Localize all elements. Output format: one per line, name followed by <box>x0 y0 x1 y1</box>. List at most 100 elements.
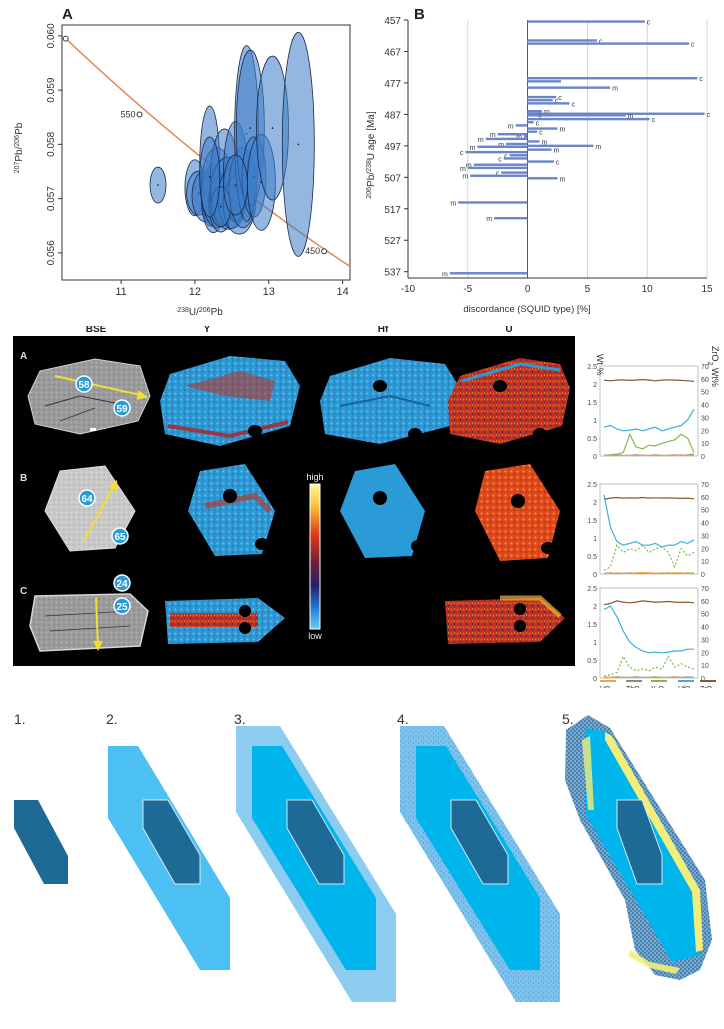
profile-left-tick: 1 <box>593 640 597 647</box>
concordia-ellipses <box>150 32 314 256</box>
discordance-bar <box>528 80 561 82</box>
discordance-ytick-label: 477 <box>384 79 401 90</box>
concordia-xlabel: 238U/206Pb <box>177 307 223 319</box>
profile-legend: UO3ThO2Y2O3HfO2ZrO2 <box>600 681 716 688</box>
concordia-ylabel: 207Pb/206Pb <box>14 122 26 173</box>
profile-right-tick: 0 <box>701 454 705 461</box>
discordance-bar <box>528 145 594 147</box>
discordance-bar <box>498 133 528 135</box>
concordia-ellipse-center <box>209 176 211 178</box>
profile-right-tick: 50 <box>701 612 709 619</box>
concordia-ytick-label: 0.060 <box>46 23 57 48</box>
profile-right-tick: 20 <box>701 546 709 553</box>
stage-label-2: 2. <box>106 711 118 727</box>
profile-legend-label: ThO2 <box>626 686 643 688</box>
spot-label-65: 65 <box>114 532 126 543</box>
discordance-bar <box>528 130 538 132</box>
discordance-bar-label: m <box>442 271 448 278</box>
header-u: U <box>505 326 512 335</box>
stage-5-crystal <box>565 715 712 980</box>
concordia-ytick-label: 0.057 <box>46 186 57 211</box>
discordance-bar-label: c <box>707 112 711 119</box>
discordance-bar <box>528 118 650 120</box>
discordance-bar-label: m <box>450 200 456 207</box>
discordance-bar <box>528 42 689 44</box>
profile-right-tick: 10 <box>701 441 709 448</box>
profile-right-tick: 60 <box>701 377 709 384</box>
discordance-bar <box>486 138 528 140</box>
colorbar-low-label: low <box>308 631 322 641</box>
spot-label-25: 25 <box>116 602 128 613</box>
discordance-bar <box>528 140 540 142</box>
profile-legend-label: UO3 <box>600 686 614 688</box>
discordance-bar-label: c <box>558 95 562 102</box>
profile-left-tick: 1 <box>593 418 597 425</box>
profile-charts: 2.521.510.507060504030201002.521.510.507… <box>587 364 709 683</box>
profile-legend-label: HfO2 <box>678 686 693 688</box>
discordance-ylabel: 206Pb/238U age [Ma] <box>366 111 378 199</box>
discordance-bar <box>468 167 528 169</box>
discordance-bar <box>528 121 534 123</box>
profile-left-tick: 2.5 <box>587 586 597 593</box>
profile-left-tick: 2 <box>593 604 597 611</box>
discordance-bar <box>510 154 528 156</box>
discordance-bar <box>528 148 552 150</box>
profile-right-tick: 30 <box>701 533 709 540</box>
discordance-bar-label: c <box>652 117 656 124</box>
discordance-ytick-label: 487 <box>384 110 401 121</box>
profile-line <box>604 455 694 456</box>
discordance-ytick-label: 537 <box>384 268 401 279</box>
discordance-bar-label: m <box>508 123 514 130</box>
profile-right-tick: 30 <box>701 637 709 644</box>
profile-right-tick: 60 <box>701 495 709 502</box>
discordance-bar <box>528 96 557 98</box>
profile-left-axis-label: Wt % <box>595 354 605 376</box>
element-maps-figure: BSE Y Hf U A B C 58 59 <box>0 326 724 688</box>
spot-label-59: 59 <box>116 404 128 415</box>
profile-right-tick: 60 <box>701 599 709 606</box>
profile-right-tick: 70 <box>701 586 709 593</box>
profile-right-tick: 50 <box>701 390 709 397</box>
concordia-age-label: 450 <box>305 246 320 256</box>
profile-left-tick: 1.5 <box>587 622 597 629</box>
discordance-bar-label: m <box>554 148 560 155</box>
discordance-bar-label: c <box>539 130 543 137</box>
discordance-bar <box>516 124 528 126</box>
discordance-bar-label: m <box>560 176 566 183</box>
discordance-xtick-label: -5 <box>463 284 472 295</box>
profile-left-tick: 1.5 <box>587 518 597 525</box>
concordia-xtick-label: 12 <box>189 286 201 298</box>
discordance-bar <box>528 99 553 101</box>
concordia-ellipse-center <box>220 206 222 208</box>
stage-label-3: 3. <box>234 711 246 727</box>
discordance-xtick-label: 10 <box>642 284 654 295</box>
discordance-bar-label: c <box>647 20 651 27</box>
profile-line <box>604 573 694 574</box>
discordance-bar-label: m <box>470 145 476 152</box>
discordance-bar-label: c <box>536 120 540 127</box>
header-bse: BSE <box>86 326 107 335</box>
profile-right-tick: 70 <box>701 482 709 489</box>
discordance-bar <box>528 114 626 116</box>
concordia-age-label: 550 <box>121 110 136 120</box>
concordia-age-tick <box>137 112 142 117</box>
profile-left-tick: 1.5 <box>587 400 597 407</box>
discordance-bar <box>458 201 527 203</box>
discordance-bar-label: c <box>699 76 703 83</box>
discordance-bar-label: c <box>498 156 502 163</box>
stage-label-4: 4. <box>397 711 409 727</box>
profile-left-tick: 0 <box>593 572 597 579</box>
discordance-bar <box>504 157 528 159</box>
concordia-ellipse-center <box>298 144 300 146</box>
concordia-ytick-label: 0.059 <box>46 77 57 102</box>
discordance-bar <box>501 171 527 173</box>
header-hf: Hf <box>378 326 389 335</box>
discordance-bar-label: m <box>486 216 492 223</box>
profile-left-tick: 2 <box>593 500 597 507</box>
discordance-bar-label: c <box>460 150 464 157</box>
discordance-bar <box>528 77 698 79</box>
profile-right-tick: 40 <box>701 403 709 410</box>
discordance-ytick-label: 497 <box>384 142 401 153</box>
